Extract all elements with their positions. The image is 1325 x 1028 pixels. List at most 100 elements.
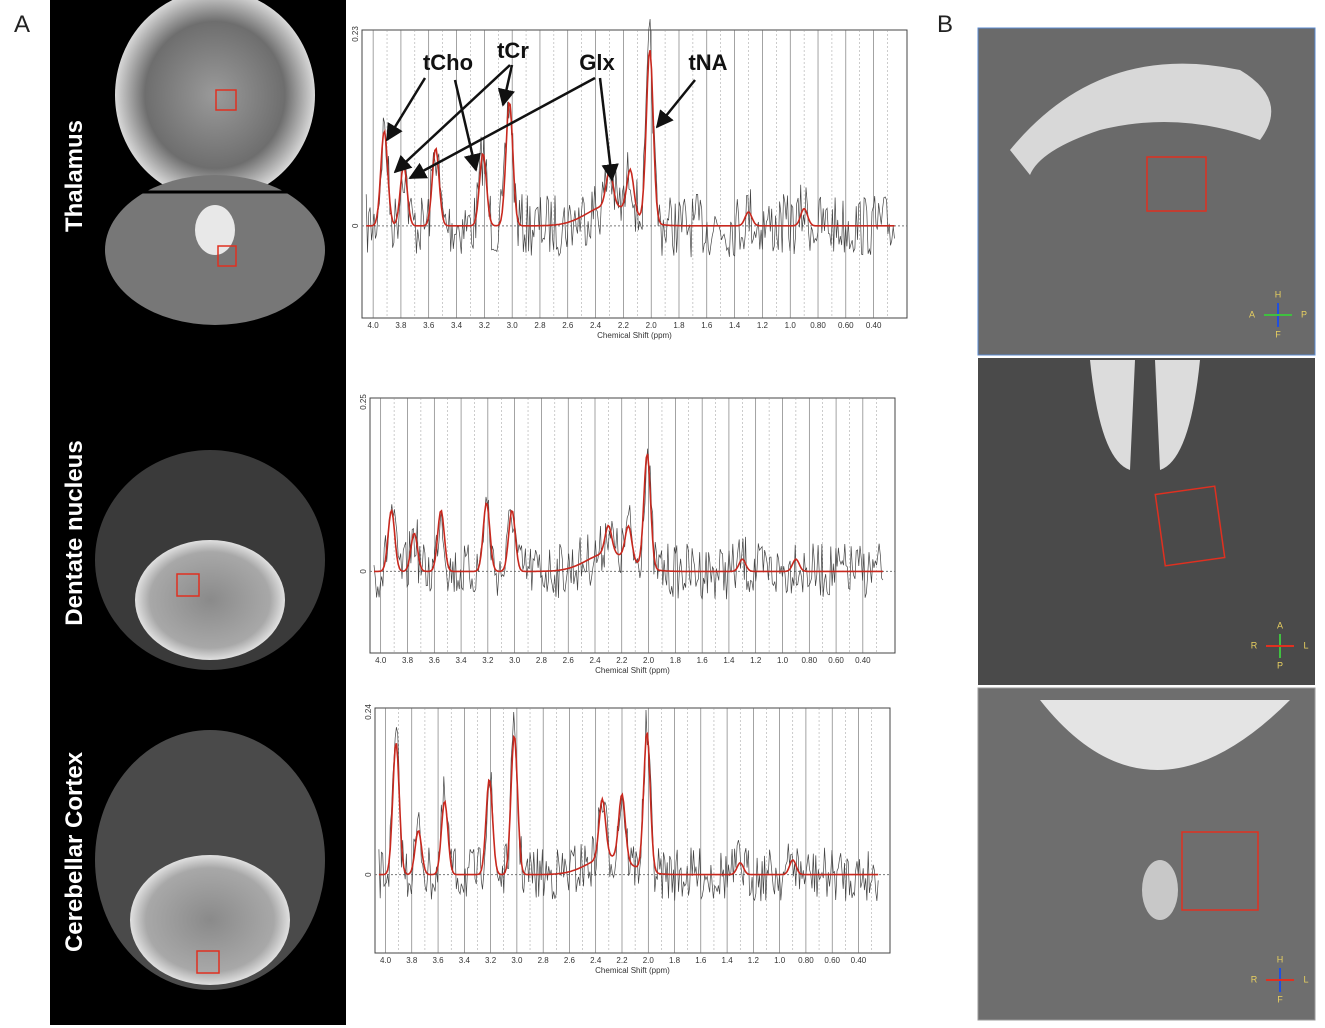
- x-tick-label: 1.6: [701, 321, 713, 330]
- arrow: [408, 76, 596, 180]
- x-tick-label: 1.0: [774, 956, 786, 965]
- x-tick-label: 3.4: [451, 321, 463, 330]
- x-axis-label: Chemical Shift (ppm): [595, 966, 670, 975]
- x-tick-label: 2.6: [562, 321, 574, 330]
- plot-frame: [369, 397, 896, 654]
- x-tick-label: 1.4: [729, 321, 741, 330]
- region-label: Thalamus: [61, 120, 88, 232]
- orientation-label: R: [1251, 974, 1258, 984]
- x-tick-label: 2.2: [618, 321, 630, 330]
- x-tick-label: 3.2: [482, 656, 494, 665]
- arrow: [453, 79, 481, 172]
- x-tick-label: 3.6: [429, 656, 441, 665]
- arrow: [598, 77, 619, 182]
- x-tick-label: 2.4: [590, 956, 602, 965]
- x-tick-label: 3.4: [459, 956, 471, 965]
- x-tick-label: 3.8: [406, 956, 418, 965]
- peak-label: tCho: [423, 50, 473, 75]
- plot-frame: [361, 29, 908, 319]
- orientation-label: H: [1275, 289, 1282, 299]
- x-tick-label: 1.8: [669, 956, 681, 965]
- voxel: [196, 950, 220, 974]
- mri-axial-zoom: [978, 358, 1315, 685]
- x-tick-label: 2.6: [563, 656, 575, 665]
- x-tick-label: 4.0: [375, 656, 387, 665]
- cerebellum: [130, 855, 290, 985]
- orientation-label: A: [1249, 309, 1255, 319]
- x-tick-label: 4.0: [380, 956, 392, 965]
- peak-label: Glx: [579, 50, 615, 75]
- x-tick-label: 3.0: [511, 956, 523, 965]
- x-tick-label: 3.2: [485, 956, 497, 965]
- x-tick-label: 1.8: [670, 656, 682, 665]
- orientation-label: P: [1301, 309, 1307, 319]
- ventricle: [195, 205, 235, 255]
- y-zero-label: 0: [351, 223, 360, 228]
- x-tick-label: 1.2: [748, 956, 760, 965]
- x-tick-label: 1.6: [695, 956, 707, 965]
- x-tick-label: 2.8: [536, 656, 548, 665]
- x-tick-label: 0.40: [851, 956, 867, 965]
- panel-label: B: [937, 11, 953, 38]
- x-tick-label: 1.4: [723, 656, 735, 665]
- orientation-label: P: [1277, 660, 1283, 670]
- y-top-label: 0.24: [364, 704, 373, 720]
- x-tick-label: 3.2: [479, 321, 491, 330]
- plot-frame: [374, 707, 891, 954]
- orientation-label: F: [1277, 994, 1283, 1004]
- arrow: [655, 79, 696, 129]
- x-tick-label: 0.40: [855, 656, 871, 665]
- fitted-spectrum: [378, 732, 879, 876]
- orientation-label: F: [1275, 329, 1281, 339]
- y-top-label: 0.23: [351, 26, 360, 42]
- x-tick-label: 3.0: [507, 321, 519, 330]
- raw-spectrum: [373, 448, 884, 600]
- x-tick-label: 2.0: [643, 956, 655, 965]
- spectrum: 4.0 3.8 3.6 3.4 3.2 3.0 2.8 2.6 2.4 2.2 2.0 1.8 1.6 1…: [359, 394, 896, 675]
- x-tick-label: 2.0: [646, 321, 658, 330]
- x-tick-label: 2.0: [643, 656, 655, 665]
- x-axis-label: Chemical Shift (ppm): [595, 666, 670, 675]
- x-tick-label: 2.8: [538, 956, 550, 965]
- orientation-label: L: [1303, 974, 1308, 984]
- x-tick-label: 0.80: [801, 656, 817, 665]
- x-tick-label: 1.6: [697, 656, 709, 665]
- peak-label: tNA: [688, 50, 727, 75]
- y-zero-label: 0: [359, 569, 368, 574]
- x-tick-label: 0.60: [838, 321, 854, 330]
- mri-sagittal: [977, 27, 1316, 356]
- mri-axial: [115, 0, 315, 200]
- x-tick-label: 2.4: [590, 321, 602, 330]
- fitted-spectrum: [374, 453, 883, 573]
- x-tick-label: 2.8: [534, 321, 546, 330]
- x-tick-label: 0.40: [866, 321, 882, 330]
- region-label: Cerebellar Cortex: [61, 751, 88, 952]
- x-tick-label: 1.2: [757, 321, 769, 330]
- x-tick-label: 1.8: [673, 321, 685, 330]
- arrow: [393, 64, 511, 174]
- region-label: Dentate nucleus: [61, 440, 88, 625]
- x-tick-label: 3.8: [402, 656, 414, 665]
- spectrum: 4.0 3.8 3.6 3.4 3.2 3.0 2.8 2.6 2.4 2.2 2.0 1.8 1.6 1…: [351, 19, 908, 340]
- x-tick-label: 2.4: [589, 656, 601, 665]
- orientation-label: R: [1251, 640, 1258, 650]
- panel-label: A: [14, 11, 30, 38]
- voxel: [176, 573, 200, 597]
- x-tick-label: 2.2: [616, 956, 628, 965]
- cerebellum: [135, 540, 285, 660]
- fitted-spectrum: [366, 50, 895, 227]
- x-axis-label: Chemical Shift (ppm): [597, 331, 672, 340]
- arrow: [497, 64, 515, 107]
- x-tick-label: 1.4: [722, 956, 734, 965]
- x-tick-label: 1.0: [785, 321, 797, 330]
- x-tick-label: 0.80: [798, 956, 814, 965]
- x-tick-label: 1.0: [777, 656, 789, 665]
- x-tick-label: 0.60: [824, 956, 840, 965]
- x-tick-label: 0.60: [828, 656, 844, 665]
- x-tick-label: 3.0: [509, 656, 521, 665]
- x-tick-label: 0.80: [810, 321, 826, 330]
- voxel: [215, 89, 237, 111]
- x-tick-label: 2.6: [564, 956, 576, 965]
- arrow: [385, 77, 427, 142]
